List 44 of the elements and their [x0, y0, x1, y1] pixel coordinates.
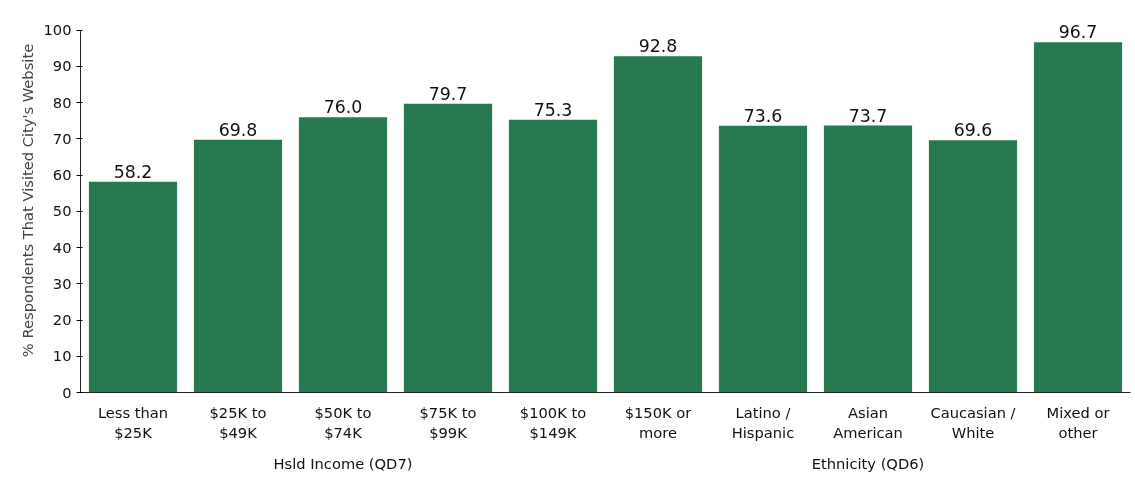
x-tick-label: Less than $25K [97, 403, 169, 441]
x-tick-label: $100K to $149K [519, 403, 587, 441]
x-tick-label: Latino / Hispanic [731, 403, 795, 441]
y-tick-label: 100 [43, 21, 72, 39]
y-tick-label: 70 [52, 129, 72, 147]
bar [613, 56, 703, 393]
bar [193, 139, 283, 393]
y-tick-label: 60 [52, 166, 72, 184]
data-label: 79.7 [428, 83, 468, 104]
data-label: 69.8 [218, 119, 258, 140]
bar [718, 125, 808, 393]
bar [88, 181, 178, 393]
data-label: 75.3 [533, 99, 573, 120]
text: Ethnicity (QD6) [811, 454, 925, 472]
x-tick-label: $25K to $49K [209, 403, 267, 441]
bar [823, 125, 913, 393]
y-tick-label: 40 [52, 238, 72, 256]
bar [928, 140, 1018, 393]
bar [508, 119, 598, 393]
y-tick-label: 30 [52, 274, 72, 292]
data-label: 96.7 [1058, 22, 1098, 43]
y-tick-label: 90 [52, 57, 72, 75]
x-tick-label: $50K to $74K [314, 403, 372, 441]
data-label: 58.2 [113, 161, 153, 182]
x-tick-label: $150K or more [624, 403, 693, 441]
y-axis-title: % Respondents That Visited City's Website [18, 43, 36, 358]
bar [298, 117, 388, 393]
data-label: 76.0 [323, 97, 363, 118]
y-tick-label: 0 [62, 383, 72, 401]
bar [403, 103, 493, 393]
x-tick-label: Mixed or other [1046, 403, 1111, 441]
x-tick-label: Caucasian / White [930, 403, 1016, 441]
y-tick-label: 50 [52, 202, 72, 220]
y-tick-label: 80 [52, 93, 72, 111]
x-tick-label: $75K to $99K [419, 403, 477, 441]
text: Hsld Income (QD7) [273, 454, 413, 472]
y-tick-label: 10 [52, 347, 72, 365]
data-label: 73.6 [743, 105, 783, 126]
y-tick-label: 20 [52, 311, 72, 329]
data-label: 73.7 [848, 105, 888, 126]
x-tick-label: Asian American [833, 403, 903, 441]
data-label: 69.6 [953, 120, 993, 141]
bar [1033, 42, 1123, 393]
data-label: 92.8 [638, 36, 678, 57]
